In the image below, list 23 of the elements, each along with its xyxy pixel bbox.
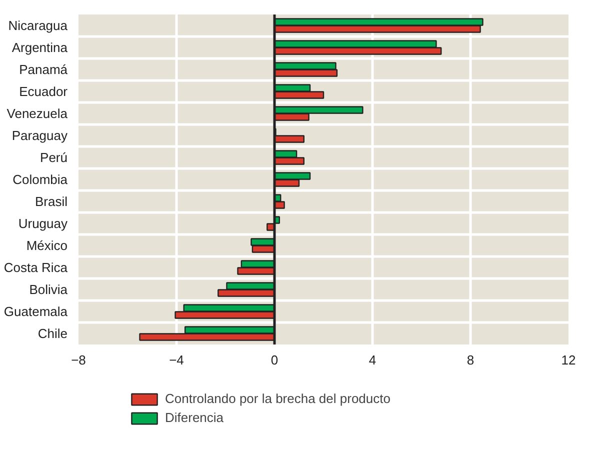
- y-tick-label: Bolivia: [29, 282, 68, 297]
- y-tick-label: Colombia: [12, 172, 68, 187]
- y-tick-label: Paraguay: [12, 128, 68, 143]
- y-tick-label: Venezuela: [6, 106, 68, 121]
- y-tick-label: Nicaragua: [8, 18, 68, 33]
- legend-label: Diferencia: [165, 410, 224, 425]
- y-tick-label: Chile: [38, 326, 68, 341]
- x-tick-label: −4: [169, 352, 184, 368]
- x-tick-label: 0: [270, 352, 278, 368]
- y-tick-label: Costa Rica: [4, 260, 68, 275]
- x-tick-label: 8: [466, 352, 474, 368]
- x-tick-label: 12: [561, 352, 576, 368]
- y-tick-label: Perú: [40, 150, 68, 165]
- legend-label: Controlando por la brecha del producto: [165, 391, 390, 406]
- y-tick-label: Panamá: [19, 62, 68, 77]
- y-tick-label: Uruguay: [18, 216, 68, 231]
- y-tick-label: Argentina: [12, 40, 68, 55]
- y-tick-label: México: [26, 238, 68, 253]
- x-tick-label: 4: [368, 352, 376, 368]
- y-tick-label: Guatemala: [4, 304, 68, 319]
- x-tick-label: −8: [71, 352, 86, 368]
- y-tick-label: Brasil: [34, 194, 68, 209]
- y-tick-label: Ecuador: [19, 84, 68, 99]
